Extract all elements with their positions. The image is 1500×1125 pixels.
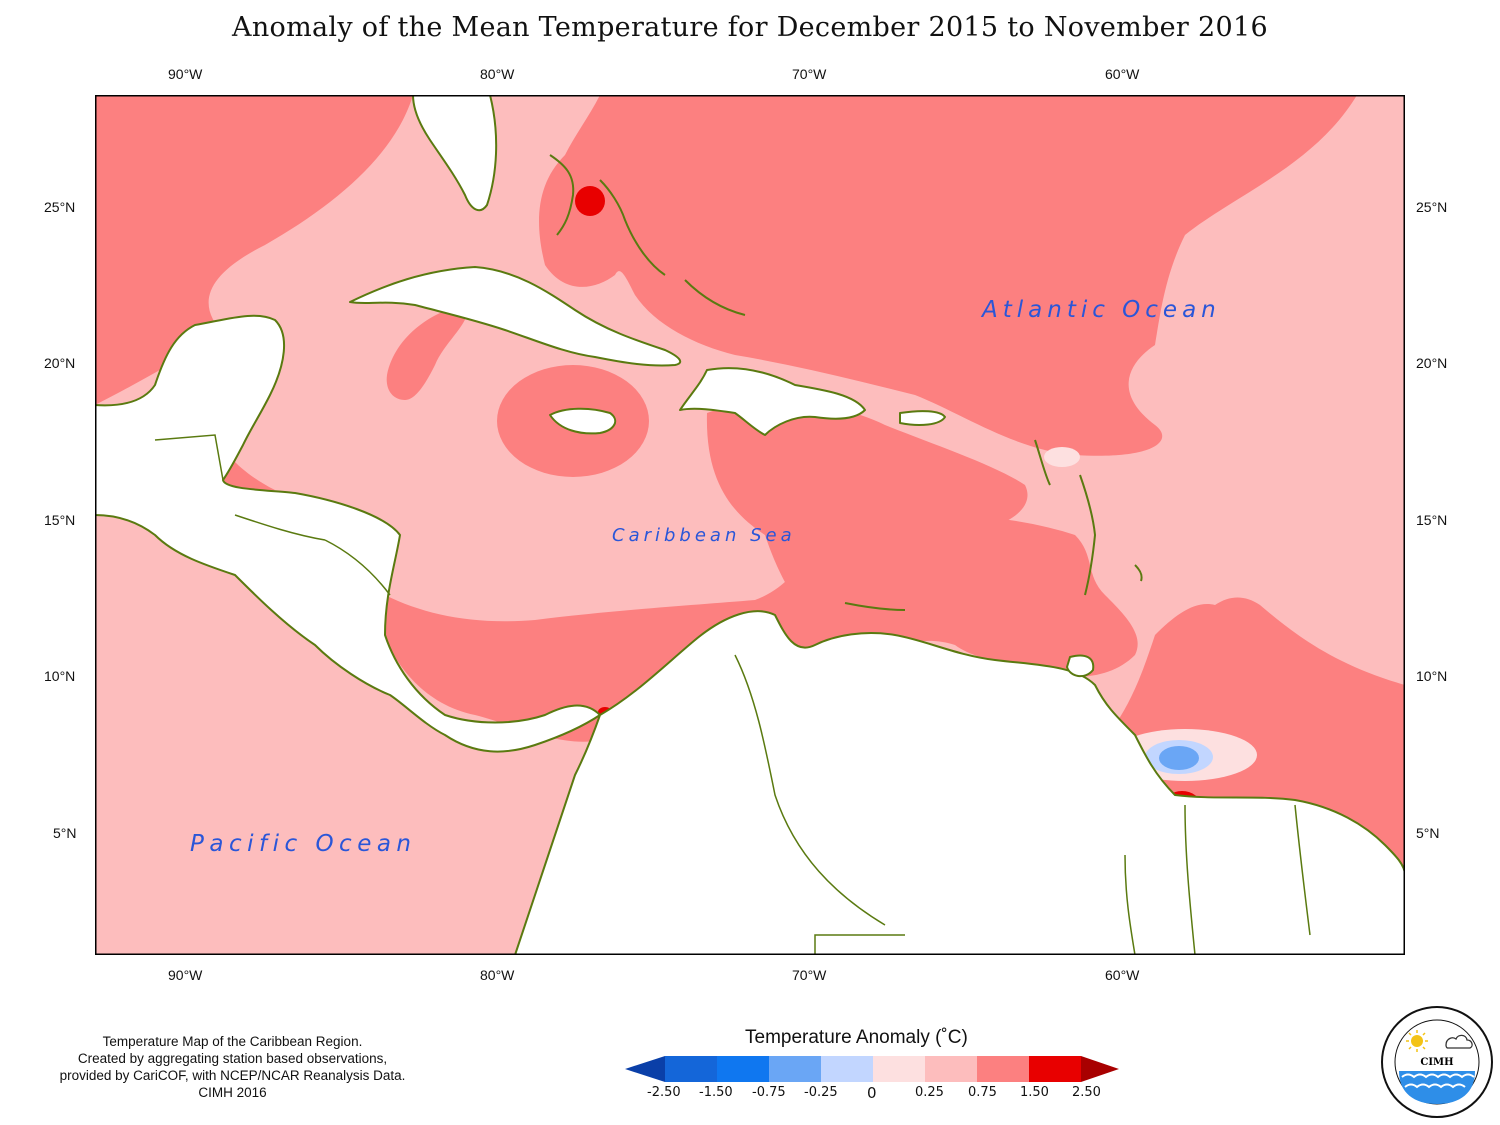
legend-arrow-high (1081, 1056, 1119, 1082)
land-cuba (349, 266, 682, 367)
logo-cloud-icon (1445, 1034, 1473, 1049)
island-barbados (1134, 564, 1143, 582)
land-layer (95, 95, 1405, 955)
border-suriname-guiana (1294, 804, 1311, 936)
legend-arrow-low (625, 1056, 665, 1082)
credit-line-2: Created by aggregating station based obs… (77, 1051, 388, 1066)
y-tick-left-10n: 10°N (44, 668, 76, 684)
island-bahamas-chain (599, 179, 666, 276)
island-bahamas-andros (549, 154, 575, 236)
island-windward (1079, 474, 1097, 596)
border-lines (154, 434, 1311, 955)
logo-sun-icon (1411, 1035, 1423, 1047)
legend-label-2: -1.50 (699, 1085, 733, 1100)
map-title: Anomaly of the Mean Temperature for Dece… (232, 12, 1268, 43)
island-abc (844, 602, 906, 611)
y-tick-left-5n: 5°N (53, 825, 77, 841)
land-central-america (95, 314, 601, 753)
label-caribbean-sea: Caribbean Sea (612, 525, 796, 546)
credit-text: Temperature Map of the Caribbean Region.… (20, 1033, 445, 1101)
island-leeward (1034, 439, 1051, 486)
land-puerto-rico (899, 410, 946, 426)
legend-label-9: 2.50 (1072, 1085, 1101, 1100)
credit-line-4: CIMH 2016 (198, 1085, 267, 1100)
map-panel[interactable] (95, 95, 1405, 955)
land-florida (412, 95, 498, 212)
legend-label-1: -2.50 (647, 1085, 681, 1100)
land-trinidad (1066, 654, 1095, 678)
credit-line-1: Temperature Map of the Caribbean Region. (102, 1034, 363, 1049)
anomaly-zone-cayman (386, 305, 468, 400)
legend-swatch-5 (873, 1056, 925, 1082)
land-jamaica (549, 407, 617, 435)
x-tick-top-90w: 90°W (168, 66, 203, 82)
border-venezuela-guyana (1124, 854, 1136, 955)
x-tick-top-60w: 60°W (1105, 66, 1140, 82)
legend-label-6: 0.25 (915, 1085, 944, 1100)
x-tick-top-70w: 70°W (792, 66, 827, 82)
land-hispaniola (679, 367, 866, 436)
x-tick-bottom-60w: 60°W (1105, 967, 1140, 983)
legend-swatch-4 (821, 1056, 873, 1082)
legend-label-8: 1.50 (1020, 1085, 1049, 1100)
y-tick-right-15n: 15°N (1416, 512, 1448, 528)
border-honduras (234, 514, 326, 541)
border-guatemala (154, 434, 224, 481)
credit-line-3: provided by CariCOF, with NCEP/NCAR Rean… (59, 1068, 406, 1083)
x-tick-bottom-80w: 80°W (480, 967, 515, 983)
cimh-logo: CIMH (1381, 1006, 1493, 1118)
legend-label-4: -0.25 (804, 1085, 838, 1100)
anomaly-zone-light-lesser (1044, 447, 1080, 467)
anomaly-zone-hot-bahamas (575, 186, 605, 216)
color-scale-bar (625, 1056, 1119, 1082)
anomaly-zone-hispaniola (706, 402, 1028, 615)
legend-swatch-7 (977, 1056, 1029, 1082)
y-tick-right-20n: 20°N (1416, 355, 1448, 371)
legend-swatch-8 (1029, 1056, 1081, 1082)
legend-label-3: -0.75 (752, 1085, 786, 1100)
anomaly-zone-neg-strong (1159, 746, 1199, 770)
legend-swatch-1 (665, 1056, 717, 1082)
label-pacific-ocean: Pacific Ocean (190, 831, 417, 857)
y-tick-left-25n: 25°N (44, 199, 76, 215)
anomaly-map (95, 95, 1405, 955)
x-tick-bottom-70w: 70°W (792, 967, 827, 983)
legend-swatch-2 (717, 1056, 769, 1082)
x-tick-top-80w: 80°W (480, 66, 515, 82)
border-brazil (814, 934, 905, 955)
island-turks (684, 279, 746, 316)
border-colombia-venezuela (734, 654, 886, 926)
y-tick-right-25n: 25°N (1416, 199, 1448, 215)
logo-water (1399, 1071, 1475, 1104)
land-south-america (514, 610, 1405, 955)
legend-title: Temperature Anomaly (˚C) (745, 1027, 968, 1048)
y-tick-left-20n: 20°N (44, 355, 76, 371)
y-tick-right-5n: 5°N (1416, 825, 1440, 841)
logo-abbr: CIMH (1420, 1057, 1453, 1068)
x-tick-bottom-90w: 90°W (168, 967, 203, 983)
map-frame-border (95, 95, 1405, 955)
y-tick-left-15n: 15°N (44, 512, 76, 528)
anomaly-zone-atlantic (539, 95, 1357, 456)
island-outlines (549, 154, 1143, 611)
y-tick-right-10n: 10°N (1416, 668, 1448, 684)
border-nicaragua (324, 539, 391, 596)
legend-swatch-6 (925, 1056, 977, 1082)
legend-label-5: 0 (867, 1084, 877, 1102)
anomaly-zone-gulf (95, 95, 413, 405)
label-atlantic-ocean: Atlantic Ocean (982, 297, 1221, 323)
legend-swatch-3 (769, 1056, 821, 1082)
anomaly-zone-belize (215, 435, 275, 492)
legend-label-7: 0.75 (968, 1085, 997, 1100)
border-guyana-suriname (1184, 804, 1196, 955)
